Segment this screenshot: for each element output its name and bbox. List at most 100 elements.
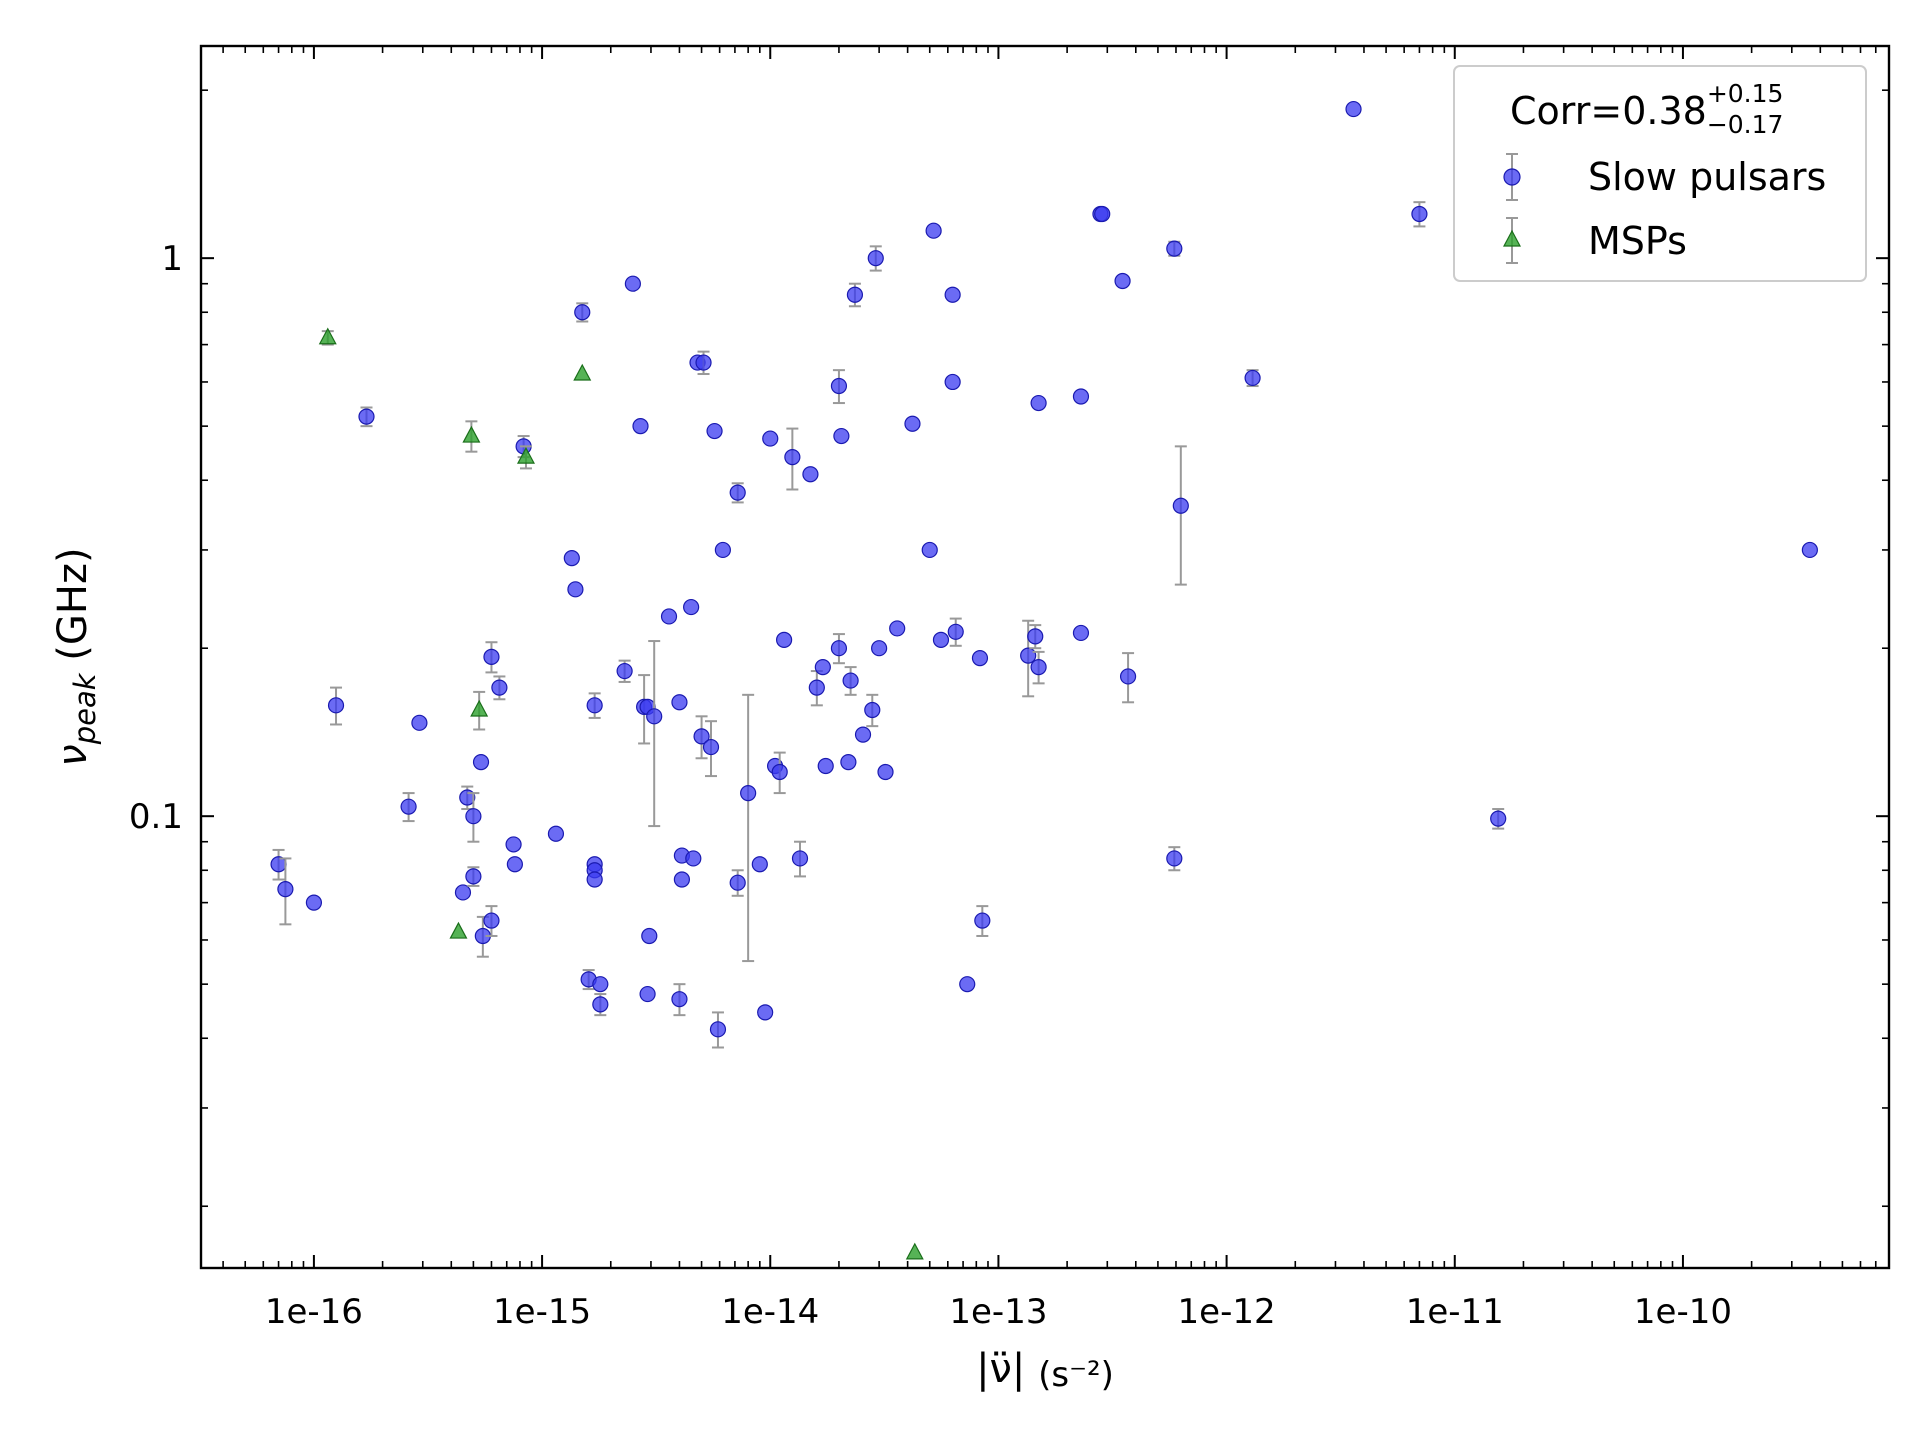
slow-pulsar-point <box>641 927 658 945</box>
x-tick-label: 1e-16 <box>265 1292 363 1332</box>
slow-pulsar-point <box>632 418 649 435</box>
slow-pulsar-point <box>1072 624 1090 642</box>
slow-pulsar-point <box>671 694 688 711</box>
slow-pulsar-point <box>693 728 710 745</box>
slow-pulsar-point <box>974 912 991 929</box>
slow-pulsar-point <box>842 672 859 689</box>
slow-pulsar-point <box>802 466 819 483</box>
slow-pulsar-point <box>959 976 976 993</box>
slow-pulsar-point <box>465 868 482 885</box>
slow-pulsar-point <box>483 912 500 929</box>
slow-pulsar-point <box>1027 628 1044 645</box>
slow-pulsar-point <box>817 757 834 775</box>
slow-pulsar-point <box>830 377 848 395</box>
legend-marker-msp <box>1503 229 1521 247</box>
slow-pulsar-point <box>757 1004 774 1021</box>
slow-pulsar-point <box>889 620 906 637</box>
slow-pulsar-point <box>776 631 793 648</box>
slow-pulsar-point <box>714 541 731 559</box>
slow-pulsar-point <box>483 648 500 665</box>
slow-pulsar-point <box>791 850 809 867</box>
x-tick-label: 1e-12 <box>1178 1292 1276 1332</box>
slow-pulsar-point <box>944 286 961 303</box>
slow-pulsar-point <box>944 373 961 391</box>
y-tick-label: 1 <box>161 239 183 279</box>
legend-entry-msp: MSPs <box>1503 217 1687 264</box>
slow-pulsar-point <box>660 608 678 625</box>
slow-pulsar-point <box>400 798 417 815</box>
slow-pulsar-point <box>1094 205 1111 223</box>
slow-pulsar-point <box>932 631 950 648</box>
slow-pulsar-point <box>491 679 508 696</box>
slow-pulsar-point <box>864 701 881 719</box>
slow-pulsar-point <box>1030 394 1047 412</box>
slow-pulsar-point <box>762 430 779 447</box>
legend-label-slow: Slow pulsars <box>1588 155 1826 199</box>
slow-pulsar-point <box>771 763 788 781</box>
x-tick-label: 1e-15 <box>493 1292 591 1332</box>
slow-pulsar-point <box>904 415 921 432</box>
slow-pulsar-point <box>729 874 746 891</box>
msp-point <box>318 327 337 345</box>
msp-point <box>470 699 489 717</box>
slow-pulsar-point <box>454 884 472 901</box>
slow-pulsar-point <box>646 708 663 725</box>
slow-pulsar-point <box>1172 497 1189 514</box>
msp-point <box>462 425 481 443</box>
slow-pulsar-point <box>740 784 757 802</box>
slow-pulsar-point <box>358 408 375 425</box>
x-tick-label: 1e-11 <box>1406 1292 1504 1332</box>
slow-pulsar-point <box>586 697 603 714</box>
slow-pulsar-point <box>1166 850 1183 867</box>
slow-pulsar-point <box>1801 541 1818 559</box>
slow-pulsar-point <box>1119 668 1137 685</box>
legend-box <box>1453 65 1867 282</box>
x-tick-label: 1e-14 <box>721 1292 819 1332</box>
slow-pulsar-point <box>465 808 482 825</box>
legend-entry-slow: Slow pulsars <box>1503 153 1826 201</box>
slow-pulsar-point <box>871 640 888 657</box>
slow-pulsar-point <box>1244 369 1261 387</box>
slow-pulsar-point <box>505 836 522 853</box>
x-tick-label: 1e-10 <box>1634 1292 1732 1332</box>
slow-pulsar-point <box>830 640 848 657</box>
slow-pulsar-point <box>506 856 523 873</box>
slow-pulsar-point <box>833 427 850 445</box>
slow-pulsar-point <box>673 871 691 888</box>
slow-pulsar-point <box>685 850 702 867</box>
slow-pulsar-point <box>567 581 584 598</box>
msp-point <box>905 1242 924 1260</box>
slow-pulsar-point <box>877 763 894 781</box>
slow-pulsar-point <box>1072 388 1090 405</box>
plot-marks <box>270 100 1818 1260</box>
slow-pulsar-point <box>971 649 989 667</box>
slow-pulsar-point <box>616 662 633 680</box>
msp-point <box>516 446 535 464</box>
slow-pulsar-point <box>867 250 884 267</box>
slow-pulsar-point <box>947 623 964 640</box>
slow-pulsar-point <box>695 354 712 371</box>
slow-pulsar-point <box>921 541 938 559</box>
legend-label-msp: MSPs <box>1588 219 1687 263</box>
slow-pulsar-point <box>305 894 323 911</box>
slow-pulsar-point <box>854 726 872 743</box>
slow-pulsar-point <box>925 222 942 239</box>
slow-pulsar-point <box>808 679 825 696</box>
slow-pulsar-point <box>1114 272 1131 290</box>
slow-pulsar-point <box>592 976 609 993</box>
slow-pulsar-point <box>327 697 345 714</box>
slow-pulsar-point <box>1030 659 1047 676</box>
msp-point <box>573 363 592 381</box>
slow-pulsar-point <box>1411 205 1428 223</box>
plot-frame <box>199 44 1891 1270</box>
slow-pulsar-point <box>592 996 609 1013</box>
slow-pulsar-point <box>639 985 656 1003</box>
y-axis-label: νpeak (GHz) <box>50 547 102 766</box>
slow-pulsar-point <box>563 550 580 567</box>
slow-pulsar-point <box>683 598 700 616</box>
slow-pulsar-point <box>784 449 801 466</box>
slow-pulsar-point <box>1166 240 1183 257</box>
slow-pulsar-point <box>729 484 746 501</box>
